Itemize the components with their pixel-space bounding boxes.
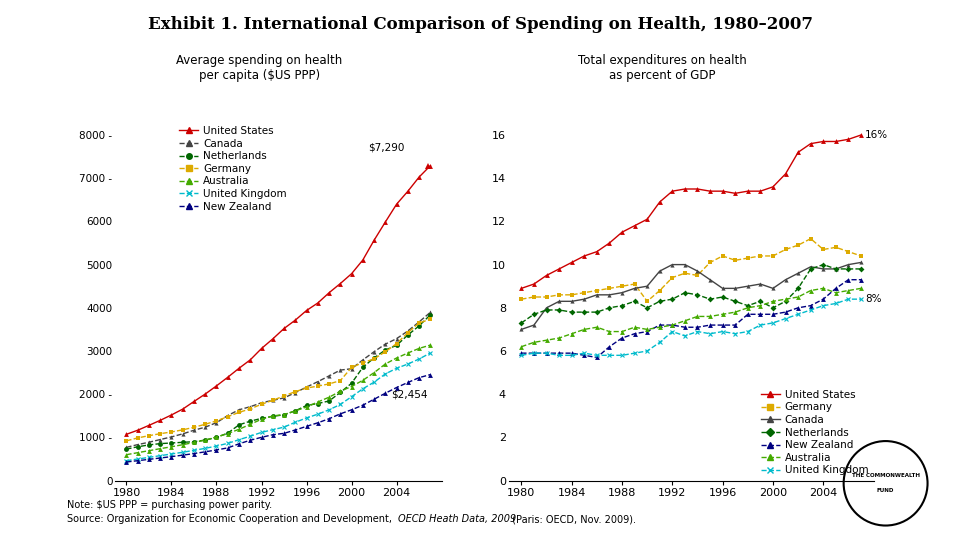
Text: FUND: FUND bbox=[876, 488, 895, 493]
Text: Average spending on health
per capita ($US PPP): Average spending on health per capita ($… bbox=[176, 54, 343, 82]
Text: THE COMMONWEALTH: THE COMMONWEALTH bbox=[852, 474, 920, 478]
Text: 8%: 8% bbox=[865, 294, 881, 304]
Text: $2,454: $2,454 bbox=[391, 390, 427, 400]
Text: (Paris: OECD, Nov. 2009).: (Paris: OECD, Nov. 2009). bbox=[509, 514, 636, 524]
Text: Source: Organization for Economic Cooperation and Development,: Source: Organization for Economic Cooper… bbox=[67, 514, 396, 524]
Text: Note: $US PPP = purchasing power parity.: Note: $US PPP = purchasing power parity. bbox=[67, 500, 273, 510]
Legend: United States, Germany, Canada, Netherlands, New Zealand, Australia, United King: United States, Germany, Canada, Netherla… bbox=[761, 390, 869, 475]
Text: 16%: 16% bbox=[865, 130, 888, 140]
Text: Total expenditures on health
as percent of GDP: Total expenditures on health as percent … bbox=[578, 54, 747, 82]
Text: OECD Heath Data, 2009: OECD Heath Data, 2009 bbox=[398, 514, 516, 524]
Legend: United States, Canada, Netherlands, Germany, Australia, United Kingdom, New Zeal: United States, Canada, Netherlands, Germ… bbox=[180, 126, 287, 212]
Text: $7,290: $7,290 bbox=[369, 142, 405, 152]
Text: Exhibit 1. International Comparison of Spending on Health, 1980–2007: Exhibit 1. International Comparison of S… bbox=[148, 16, 812, 33]
